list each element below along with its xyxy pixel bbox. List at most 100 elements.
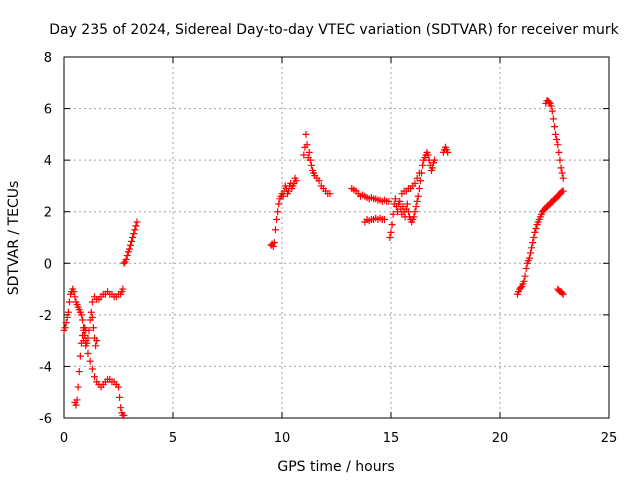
data-point: [126, 241, 134, 249]
data-point: [554, 141, 562, 149]
data-point: [387, 228, 395, 236]
data-point: [548, 107, 556, 115]
data-point: [529, 239, 537, 247]
y-tick-label: 8: [44, 51, 52, 66]
data-point: [130, 230, 138, 238]
data-point: [391, 195, 399, 203]
data-point: [547, 102, 555, 110]
data-point: [74, 383, 82, 391]
x-tick-label: 15: [383, 431, 400, 446]
data-point: [64, 308, 72, 316]
data-point: [419, 161, 427, 169]
data-point: [86, 357, 94, 365]
data-point: [84, 334, 92, 342]
data-point: [89, 324, 97, 332]
data-point: [315, 177, 323, 185]
data-point: [129, 234, 137, 241]
data-point: [388, 221, 396, 229]
data-point: [79, 316, 87, 324]
y-tick-label: -4: [39, 360, 52, 375]
data-point: [275, 200, 283, 208]
x-tick-label: 0: [60, 431, 68, 446]
data-point: [84, 350, 92, 358]
data-point: [551, 123, 558, 131]
x-axis-label: GPS time / hours: [277, 459, 394, 475]
data-point: [77, 311, 85, 319]
data-point: [545, 98, 553, 106]
data-point: [120, 259, 128, 267]
data-point: [528, 244, 536, 252]
data-point: [527, 249, 535, 257]
data-point: [79, 331, 87, 339]
data-point: [115, 383, 122, 391]
data-point: [116, 393, 124, 401]
data-point: [403, 200, 411, 208]
data-point: [88, 313, 96, 321]
y-tick-label: -2: [39, 309, 52, 324]
data-point: [559, 174, 567, 182]
data-point: [273, 215, 281, 223]
y-tick-label: 4: [44, 154, 52, 169]
data-point: [75, 368, 83, 376]
data-point: [532, 224, 540, 232]
data-point: [119, 285, 127, 293]
y-tick-label: 6: [44, 103, 52, 118]
data-point: [269, 243, 277, 251]
data-point: [517, 284, 525, 292]
data-point: [326, 190, 334, 198]
data-point: [418, 169, 426, 177]
data-point: [70, 288, 78, 296]
x-tick-label: 5: [169, 431, 177, 446]
data-point: [63, 313, 71, 321]
data-point: [306, 156, 314, 164]
data-point: [411, 179, 419, 187]
data-point: [123, 252, 131, 260]
data-point: [428, 164, 436, 172]
data-point: [415, 185, 423, 193]
data-point: [305, 148, 313, 156]
data-point: [410, 213, 418, 221]
data-point: [128, 237, 136, 245]
data-point: [530, 234, 538, 241]
data-point: [271, 226, 279, 234]
data-point: [91, 373, 99, 381]
data-point: [292, 177, 300, 185]
data-point: [73, 396, 81, 404]
data-point: [424, 151, 432, 159]
y-tick-label: 0: [44, 257, 52, 272]
data-point: [117, 404, 125, 412]
data-point: [120, 411, 128, 419]
data-point: [274, 208, 282, 216]
data-point: [444, 148, 452, 156]
data-point: [76, 352, 84, 360]
data-point: [431, 156, 439, 164]
data-point: [88, 365, 96, 373]
data-point: [125, 245, 133, 253]
data-point: [93, 337, 101, 345]
data-point: [71, 293, 79, 301]
data-point: [386, 234, 394, 241]
data-point: [133, 218, 141, 226]
data-point: [80, 337, 88, 345]
data-point: [411, 208, 419, 216]
plot-frame: [63, 56, 610, 419]
ticks: 0 5 10 15 20 25 -6 -4 -2 0 2 4 6 8: [39, 51, 617, 446]
data-point: [521, 272, 529, 280]
data-point: [122, 255, 130, 263]
data-point: [82, 342, 90, 350]
data-point: [300, 151, 308, 159]
data-point: [559, 187, 567, 195]
data-point: [65, 298, 73, 306]
data-point: [307, 161, 315, 169]
data-point: [131, 226, 139, 234]
data-point: [82, 326, 90, 334]
chart-title: Day 235 of 2024, Sidereal Day-to-day VTE…: [49, 22, 619, 38]
data-point: [302, 130, 310, 138]
data-point: [555, 148, 563, 156]
data-point: [62, 319, 70, 327]
data-point: [556, 156, 564, 164]
y-tick-label: 2: [44, 206, 52, 221]
data-point: [412, 203, 420, 211]
data-point: [549, 115, 557, 123]
